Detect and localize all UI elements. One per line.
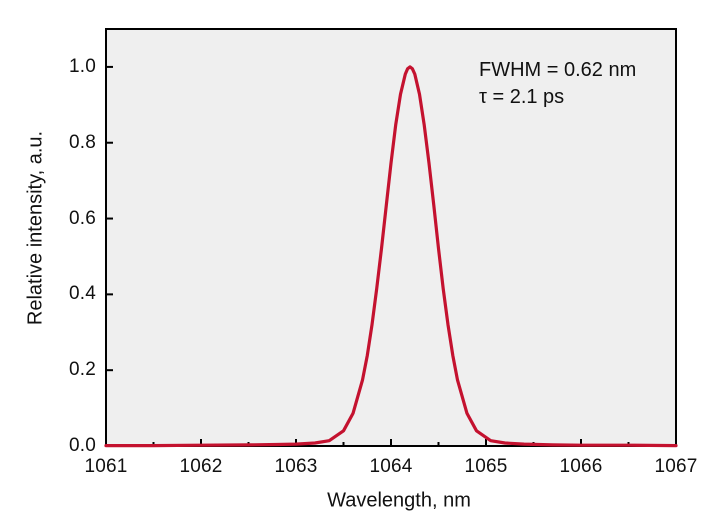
x-tick-label: 1062 — [179, 456, 223, 477]
y-tick-label: 0.4 — [68, 283, 96, 304]
annotation-pulse-duration: τ = 2.1 ps — [479, 86, 565, 108]
annotation-block: FWHM = 0.62 nm τ = 2.1 ps — [479, 57, 636, 111]
y-axis-title: Relative intensity, a.u. — [24, 130, 47, 326]
x-tick-label: 1063 — [274, 456, 318, 477]
x-tick-label: 1065 — [464, 456, 508, 477]
x-tick-label: 1061 — [84, 456, 128, 477]
y-tick-label: 0.8 — [68, 132, 96, 153]
y-tick-label: 1.0 — [68, 56, 96, 77]
x-tick-label: 1064 — [369, 456, 413, 477]
x-tick-label: 1067 — [654, 456, 698, 477]
y-tick-label: 0.0 — [68, 435, 96, 456]
x-tick-label: 1066 — [559, 456, 603, 477]
x-axis-title: Wavelength, nm — [327, 489, 471, 512]
y-tick-label: 0.6 — [68, 208, 96, 229]
y-tick-label: 0.2 — [68, 359, 96, 380]
annotation-fwhm: FWHM = 0.62 nm — [479, 59, 637, 81]
spectrum-curve — [104, 65, 678, 448]
plot-border — [105, 28, 677, 447]
plot-background — [106, 29, 676, 446]
